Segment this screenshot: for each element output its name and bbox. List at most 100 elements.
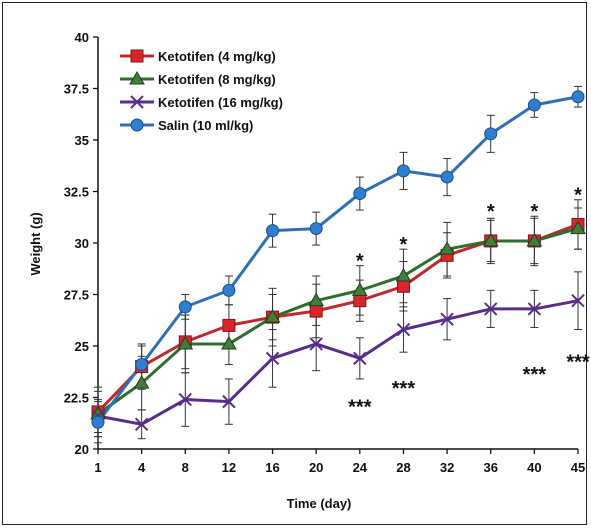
marker-stroke	[265, 351, 280, 366]
y-tick-label: 22.5	[64, 391, 89, 406]
data-point-ketotifen-16-mg-kg	[527, 302, 542, 316]
significance-marker: *	[400, 234, 408, 256]
significance-annotations: *** **************	[348, 185, 590, 419]
data-point-ketotifen-16-mg-kg	[440, 312, 454, 326]
x-tick-label: 28	[396, 460, 410, 475]
series-line-salin-10-ml-kg	[96, 95, 579, 424]
data-point-ketotifen-8-mg-kg	[351, 282, 368, 296]
data-point-salin-10-ml-kg	[484, 127, 498, 141]
marker-stroke	[353, 351, 367, 366]
data-point-ketotifen-4-mg-kg	[309, 304, 323, 318]
series-lines	[96, 95, 579, 426]
x-tick-label: 4	[138, 460, 146, 475]
marker-stroke	[178, 392, 192, 407]
data-point-ketotifen-8-mg-kg	[439, 241, 455, 255]
significance-marker: *	[574, 185, 582, 207]
axes: 20 22.5 25 27.5 30 32.5 35 37.5 40 1 4 8 12 16 20 24 28 3…	[64, 30, 586, 475]
legend-marker-ketotifen-16-mg-kg	[130, 95, 144, 109]
legend-marker-ketotifen-4-mg-kg	[130, 49, 144, 63]
data-point-ketotifen-16-mg-kg	[134, 417, 149, 431]
y-tick-label: 27.5	[64, 288, 89, 303]
y-tick-label: 30	[75, 236, 89, 251]
legend: Ketotifen (4 mg/kg) Ketotifen (8 mg/kg) Ke…	[120, 49, 283, 133]
x-tick-label: 16	[265, 460, 279, 475]
marker-stroke	[222, 394, 236, 409]
data-point-salin-10-ml-kg	[396, 164, 410, 178]
legend-marker-ketotifen-8-mg-kg	[129, 71, 145, 85]
data-point-ketotifen-16-mg-kg	[396, 322, 411, 337]
significance-marker: *	[356, 250, 364, 272]
y-tick-label: 25	[75, 339, 89, 354]
legend-label: Ketotifen (16 mg/kg)	[158, 95, 283, 110]
significance-marker: *	[487, 201, 495, 223]
marker-stroke	[527, 302, 542, 316]
significance-marker: ***	[348, 397, 372, 419]
x-tick-label: 40	[527, 460, 541, 475]
significance-marker: ***	[523, 364, 547, 386]
error-bars	[94, 85, 582, 444]
significance-marker: ***	[566, 351, 590, 373]
legend-label: Ketotifen (8 mg/kg)	[158, 72, 276, 87]
x-tick-label: 32	[440, 460, 454, 475]
data-point-ketotifen-8-mg-kg	[133, 375, 150, 389]
marker-stroke	[440, 312, 454, 326]
data-point-ketotifen-4-mg-kg	[222, 318, 236, 332]
marker-stroke	[134, 417, 149, 431]
marker-stroke	[484, 302, 498, 316]
y-tick-label: 40	[75, 30, 89, 45]
data-point-salin-10-ml-kg	[440, 170, 454, 184]
legend-label: Ketotifen (4 mg/kg)	[158, 49, 276, 64]
data-point-salin-10-ml-kg	[222, 283, 236, 297]
x-tick-label: 45	[571, 460, 585, 475]
marker-stroke	[130, 95, 144, 109]
data-point-salin-10-ml-kg	[309, 222, 323, 236]
x-tick-label: 12	[222, 460, 236, 475]
significance-marker: ***	[392, 378, 416, 400]
data-point-ketotifen-8-mg-kg	[395, 267, 412, 282]
data-point-salin-10-ml-kg	[135, 358, 149, 372]
y-tick-label: 35	[75, 133, 89, 148]
marker-stroke	[396, 322, 411, 337]
data-point-ketotifen-16-mg-kg	[222, 394, 236, 409]
data-point-salin-10-ml-kg	[91, 415, 105, 429]
y-tick-label: 20	[75, 442, 89, 457]
series-line-ketotifen-8-mg-kg	[97, 227, 579, 416]
legend-label: Salin (10 ml/kg)	[158, 118, 253, 133]
marker-stroke	[571, 293, 585, 308]
data-point-ketotifen-8-mg-kg	[526, 232, 543, 247]
data-point-ketotifen-16-mg-kg	[484, 302, 498, 316]
x-tick-label: 36	[483, 460, 497, 475]
x-tick-label: 24	[353, 460, 368, 475]
data-point-salin-10-ml-kg	[527, 98, 541, 112]
series-markers	[90, 90, 586, 431]
series-line-ketotifen-4-mg-kg	[96, 223, 579, 413]
data-point-ketotifen-8-mg-kg	[177, 335, 194, 350]
marker-stroke	[309, 337, 323, 351]
y-axis-label: Weight (g)	[28, 212, 43, 275]
x-tick-label: 20	[309, 460, 323, 475]
data-point-ketotifen-16-mg-kg	[571, 293, 585, 308]
data-point-ketotifen-4-mg-kg	[396, 279, 410, 293]
x-tick-label: 8	[182, 460, 189, 475]
data-point-salin-10-ml-kg	[353, 187, 367, 201]
data-point-ketotifen-16-mg-kg	[309, 337, 323, 351]
data-point-ketotifen-8-mg-kg	[264, 309, 281, 323]
data-point-ketotifen-16-mg-kg	[178, 392, 192, 407]
data-point-ketotifen-8-mg-kg	[570, 220, 586, 235]
data-point-ketotifen-4-mg-kg	[353, 294, 367, 308]
y-tick-label: 37.5	[64, 82, 89, 97]
data-point-salin-10-ml-kg	[571, 90, 585, 104]
data-point-ketotifen-16-mg-kg	[353, 351, 367, 366]
data-point-salin-10-ml-kg	[266, 224, 280, 238]
y-tick-label: 32.5	[64, 185, 89, 200]
data-point-ketotifen-8-mg-kg	[221, 335, 237, 350]
chart-frame	[2, 2, 587, 525]
series-line-ketotifen-16-mg-kg	[97, 299, 579, 426]
x-axis-label: Time (day)	[287, 496, 352, 511]
data-point-ketotifen-16-mg-kg	[265, 351, 280, 366]
legend-marker-salin-10-ml-kg	[130, 118, 144, 132]
data-point-salin-10-ml-kg	[178, 300, 192, 314]
data-point-ketotifen-8-mg-kg	[308, 292, 325, 307]
significance-marker: *	[530, 201, 538, 223]
